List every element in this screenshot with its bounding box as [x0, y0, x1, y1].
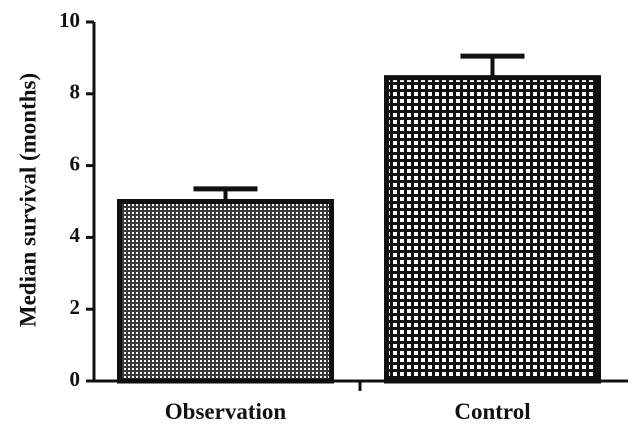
y-tick-label: 6	[70, 151, 81, 175]
y-tick-label: 2	[70, 295, 81, 319]
y-axis: 0 2 4 6 8 10	[59, 8, 96, 391]
y-tick-label: 0	[70, 367, 81, 391]
y-axis-label: Median survival (months)	[15, 73, 40, 327]
category-label: Control	[454, 399, 530, 424]
bars	[117, 75, 601, 384]
category-label: Observation	[165, 399, 287, 424]
y-tick-label: 4	[70, 223, 81, 247]
y-tick-label: 8	[70, 80, 81, 104]
bar-control	[384, 75, 601, 384]
category-labels: Observation Control	[165, 399, 531, 424]
bar-observation	[117, 199, 334, 384]
y-tick-label: 10	[59, 8, 80, 32]
error-bars	[193, 53, 525, 202]
